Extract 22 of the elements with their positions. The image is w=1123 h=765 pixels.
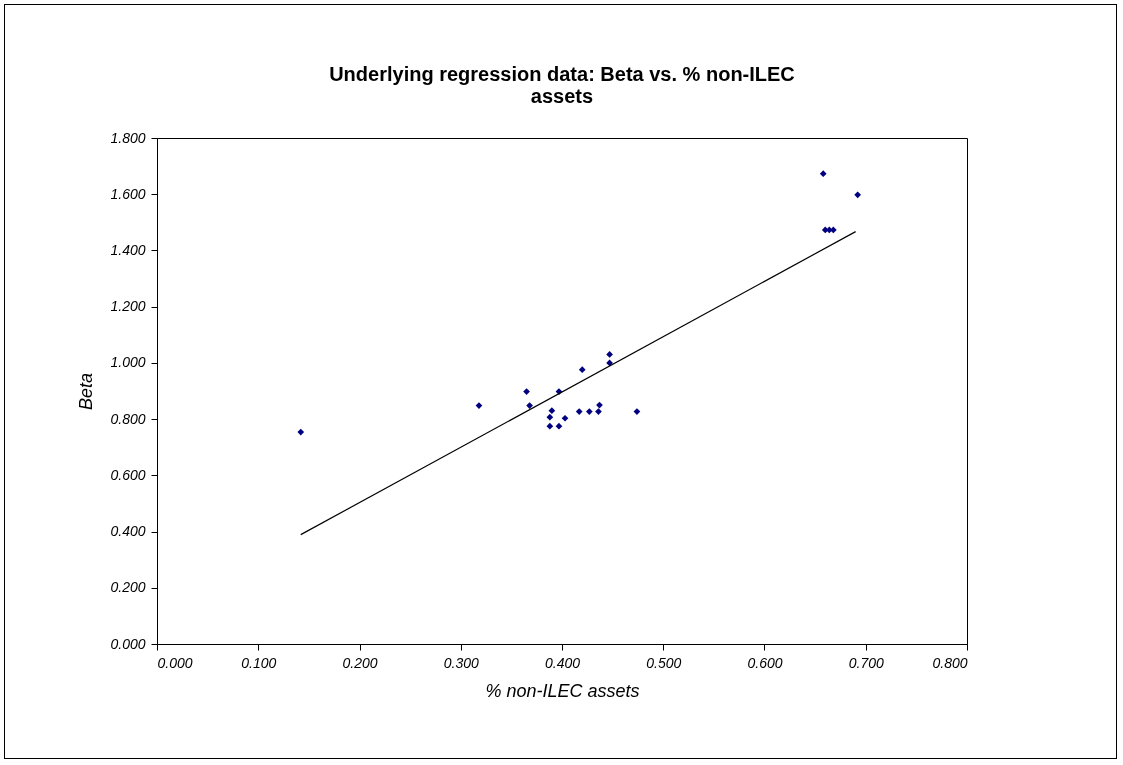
- x-tick-label: 0.700: [848, 654, 884, 671]
- y-tick-label: 0.800: [110, 410, 146, 427]
- chart-title: Underlying regression data: Beta vs. % non-ILEC assets: [329, 63, 795, 107]
- x-tick-label: 0.300: [443, 654, 479, 671]
- x-tick-label: 0.100: [241, 654, 277, 671]
- y-tick-label: 0.400: [110, 523, 146, 540]
- y-tick-label: 1.200: [110, 298, 146, 315]
- y-tick-label: 0.000: [110, 635, 146, 652]
- y-tick-label: 0.200: [110, 579, 146, 596]
- y-axis-title: Beta: [76, 372, 97, 411]
- y-tick-label: 1.000: [110, 354, 146, 371]
- y-tick-label: 0.600: [110, 466, 146, 483]
- x-axis-title: % non-ILEC assets: [485, 680, 640, 701]
- y-tick-label: 1.800: [110, 129, 146, 146]
- y-tick-label: 1.400: [110, 241, 146, 258]
- x-tick-label: 0.500: [646, 654, 682, 671]
- x-tick-label: 0.000: [157, 654, 193, 671]
- x-tick-label: 0.200: [342, 654, 378, 671]
- y-tick-label: 1.600: [110, 185, 146, 202]
- x-tick-label: 0.800: [932, 654, 968, 671]
- x-tick-label: 0.400: [544, 654, 581, 671]
- x-tick-label: 0.600: [747, 654, 783, 671]
